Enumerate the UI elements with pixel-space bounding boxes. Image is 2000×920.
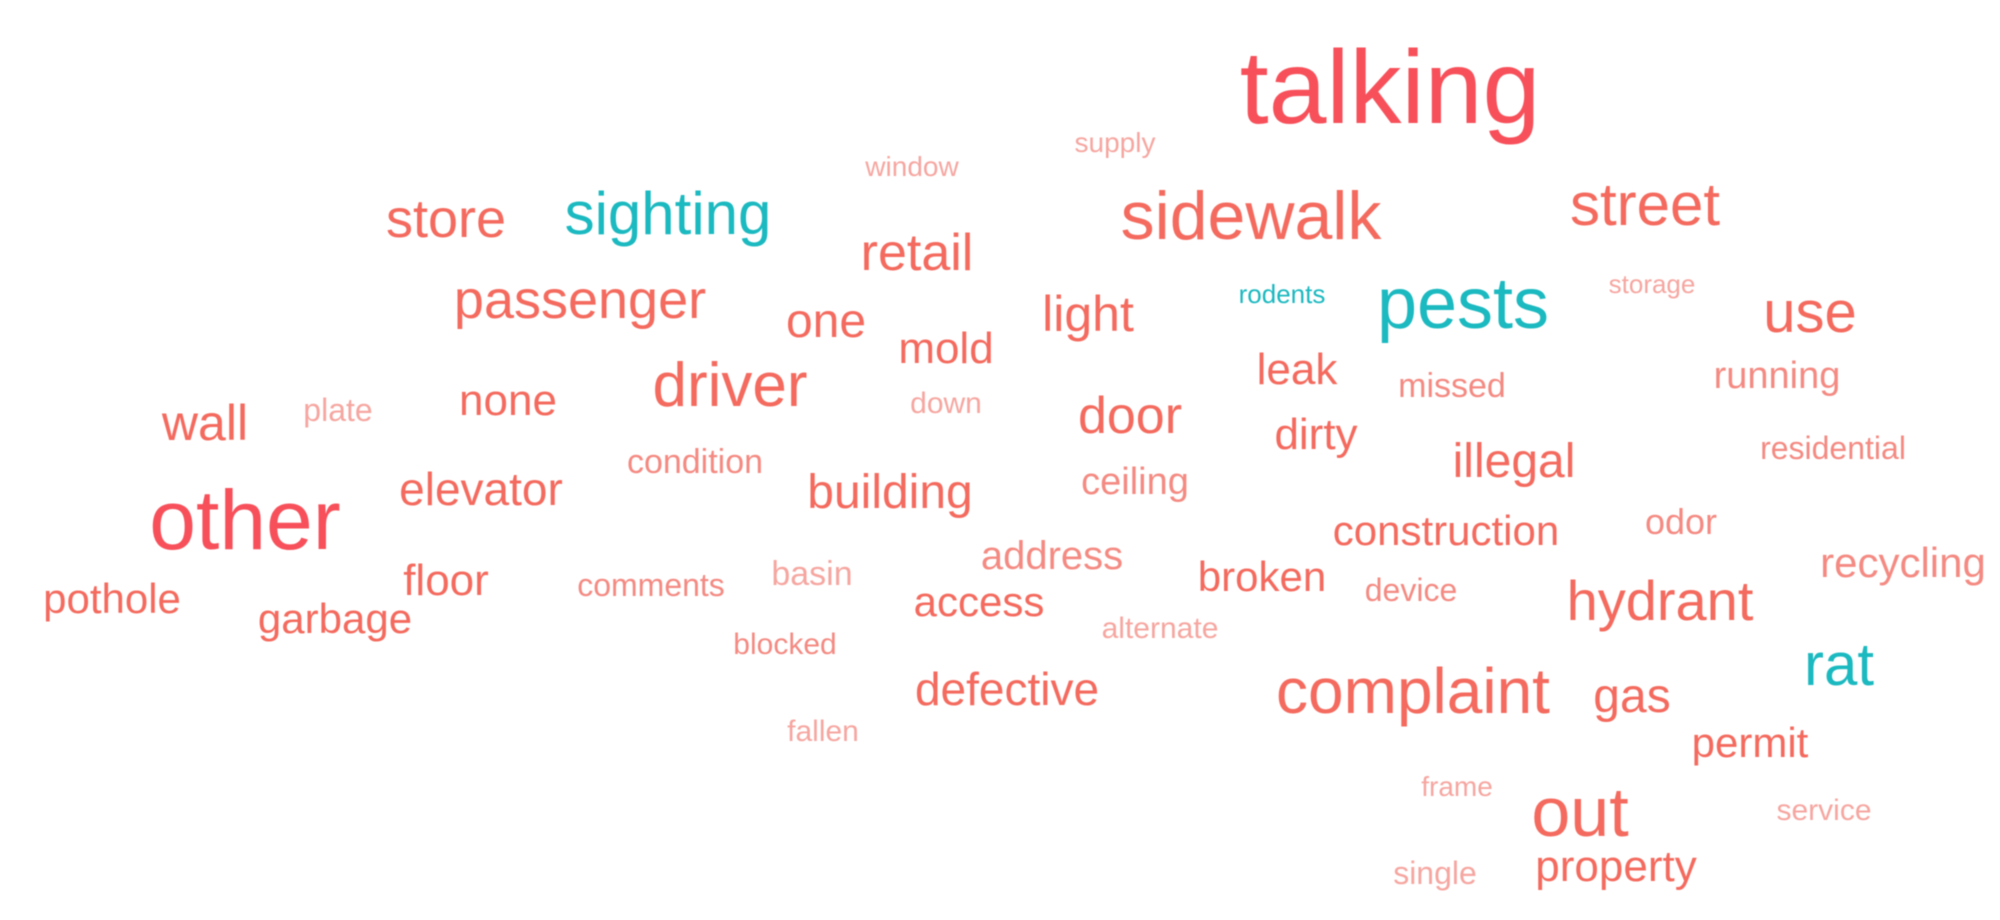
word-device: device bbox=[1364, 572, 1458, 608]
word-garbage: garbage bbox=[257, 595, 413, 642]
word-street: street bbox=[1569, 171, 1721, 238]
word-storage: storage bbox=[1608, 269, 1696, 299]
word-defective: defective bbox=[914, 663, 1100, 715]
word-hydrant: hydrant bbox=[1566, 569, 1754, 632]
word-comments: comments bbox=[577, 567, 725, 603]
word-store: store bbox=[385, 189, 507, 249]
word-rat: rat bbox=[1803, 631, 1875, 698]
word-building: building bbox=[807, 466, 973, 519]
word-sidewalk: sidewalk bbox=[1120, 178, 1382, 254]
word-retail: retail bbox=[860, 224, 974, 282]
word-none: none bbox=[459, 376, 557, 425]
word-broken: broken bbox=[1197, 553, 1327, 600]
word-residential: residential bbox=[1760, 430, 1906, 466]
word-dirty: dirty bbox=[1274, 410, 1358, 459]
word-sighting: sighting bbox=[564, 180, 772, 247]
word-fallen: fallen bbox=[787, 715, 859, 748]
word-ceiling: ceiling bbox=[1081, 461, 1189, 503]
word-window: window bbox=[865, 151, 959, 182]
word-supply: supply bbox=[1074, 127, 1156, 158]
word-mold: mold bbox=[898, 324, 994, 373]
word-frame: frame bbox=[1421, 771, 1493, 802]
word-construction: construction bbox=[1332, 507, 1560, 554]
word-light: light bbox=[1042, 286, 1134, 342]
word-illegal: illegal bbox=[1452, 435, 1576, 488]
word-recycling: recycling bbox=[1820, 539, 1986, 586]
word-door: door bbox=[1077, 387, 1183, 445]
word-running: running bbox=[1713, 355, 1841, 397]
word-address: address bbox=[980, 534, 1124, 578]
word-other: other bbox=[149, 473, 341, 567]
word-down: down bbox=[910, 387, 982, 420]
word-alternate: alternate bbox=[1101, 612, 1219, 645]
word-use: use bbox=[1763, 280, 1857, 345]
word-rodents: rodents bbox=[1238, 279, 1326, 309]
word-condition: condition bbox=[626, 443, 764, 481]
word-permit: permit bbox=[1691, 719, 1809, 766]
word-floor: floor bbox=[403, 556, 489, 605]
word-one: one bbox=[785, 295, 867, 348]
word-talking: talking bbox=[1239, 30, 1541, 146]
word-leak: leak bbox=[1256, 345, 1338, 394]
word-blocked: blocked bbox=[733, 628, 837, 661]
word-odor: odor bbox=[1644, 501, 1718, 542]
word-basin: basin bbox=[771, 555, 853, 593]
word-missed: missed bbox=[1398, 367, 1506, 405]
word-access: access bbox=[913, 578, 1045, 625]
word-property: property bbox=[1535, 842, 1697, 891]
word-service: service bbox=[1776, 794, 1872, 827]
word-pests: pests bbox=[1376, 264, 1550, 344]
word-single: single bbox=[1393, 855, 1477, 891]
word-gas: gas bbox=[1593, 670, 1671, 723]
word-passenger: passenger bbox=[453, 270, 707, 330]
word-plate: plate bbox=[303, 392, 373, 428]
word-driver: driver bbox=[652, 351, 808, 420]
word-complaint: complaint bbox=[1276, 655, 1550, 727]
word-out: out bbox=[1531, 773, 1629, 851]
word-elevator: elevator bbox=[399, 463, 563, 515]
word-wall: wall bbox=[161, 395, 249, 451]
word-pothole: pothole bbox=[43, 575, 181, 622]
